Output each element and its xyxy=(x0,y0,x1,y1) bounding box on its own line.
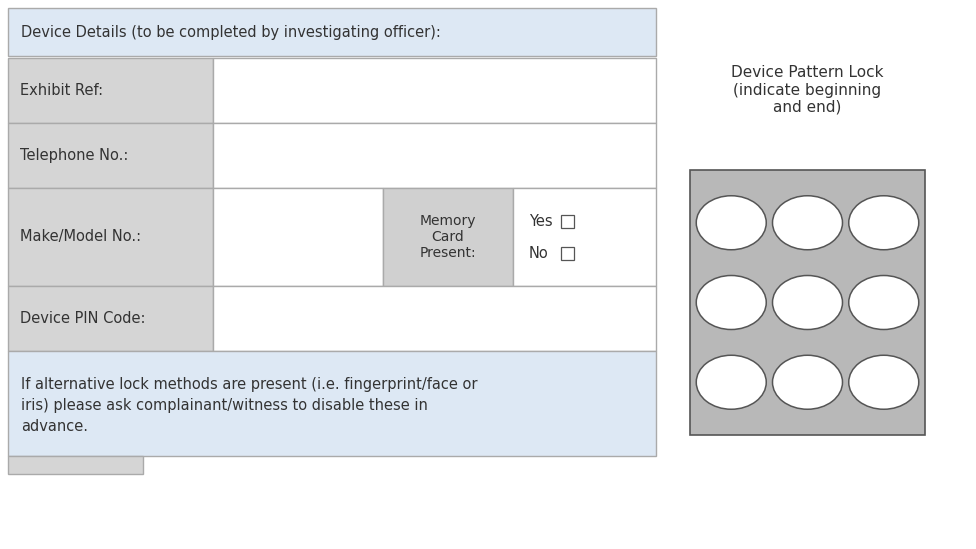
Bar xyxy=(8,8,656,56)
Bar xyxy=(213,123,656,188)
Text: If alternative lock methods are present (i.e. fingerprint/face or
iris) please a: If alternative lock methods are present … xyxy=(21,377,477,434)
Bar xyxy=(8,351,656,456)
Bar xyxy=(8,286,213,351)
Bar xyxy=(213,188,383,286)
Bar xyxy=(213,286,656,351)
Text: Make/Model No.:: Make/Model No.: xyxy=(20,229,142,244)
Ellipse shape xyxy=(696,355,766,409)
Bar xyxy=(690,170,925,435)
Bar xyxy=(513,188,656,286)
Ellipse shape xyxy=(849,276,918,329)
Text: Device Details (to be completed by investigating officer):: Device Details (to be completed by inves… xyxy=(21,25,441,40)
Text: Device PIN Code:: Device PIN Code: xyxy=(20,311,145,326)
Text: Device Pattern Lock
(indicate beginning
and end): Device Pattern Lock (indicate beginning … xyxy=(731,65,883,115)
Bar xyxy=(561,247,574,260)
Bar xyxy=(8,456,143,474)
Bar xyxy=(383,188,513,286)
Ellipse shape xyxy=(696,276,766,329)
Ellipse shape xyxy=(772,276,842,329)
Bar xyxy=(8,123,213,188)
Bar xyxy=(561,215,574,227)
Bar xyxy=(213,58,656,123)
Bar xyxy=(8,188,213,286)
Ellipse shape xyxy=(772,196,842,250)
Text: No: No xyxy=(529,245,549,260)
Ellipse shape xyxy=(849,196,918,250)
Text: Yes: Yes xyxy=(529,214,552,228)
Ellipse shape xyxy=(772,355,842,409)
Ellipse shape xyxy=(849,355,918,409)
Bar xyxy=(8,58,213,123)
Ellipse shape xyxy=(696,196,766,250)
Text: Memory
Card
Present:: Memory Card Present: xyxy=(420,214,476,260)
Text: Telephone No.:: Telephone No.: xyxy=(20,148,129,163)
Text: Exhibit Ref:: Exhibit Ref: xyxy=(20,83,103,98)
